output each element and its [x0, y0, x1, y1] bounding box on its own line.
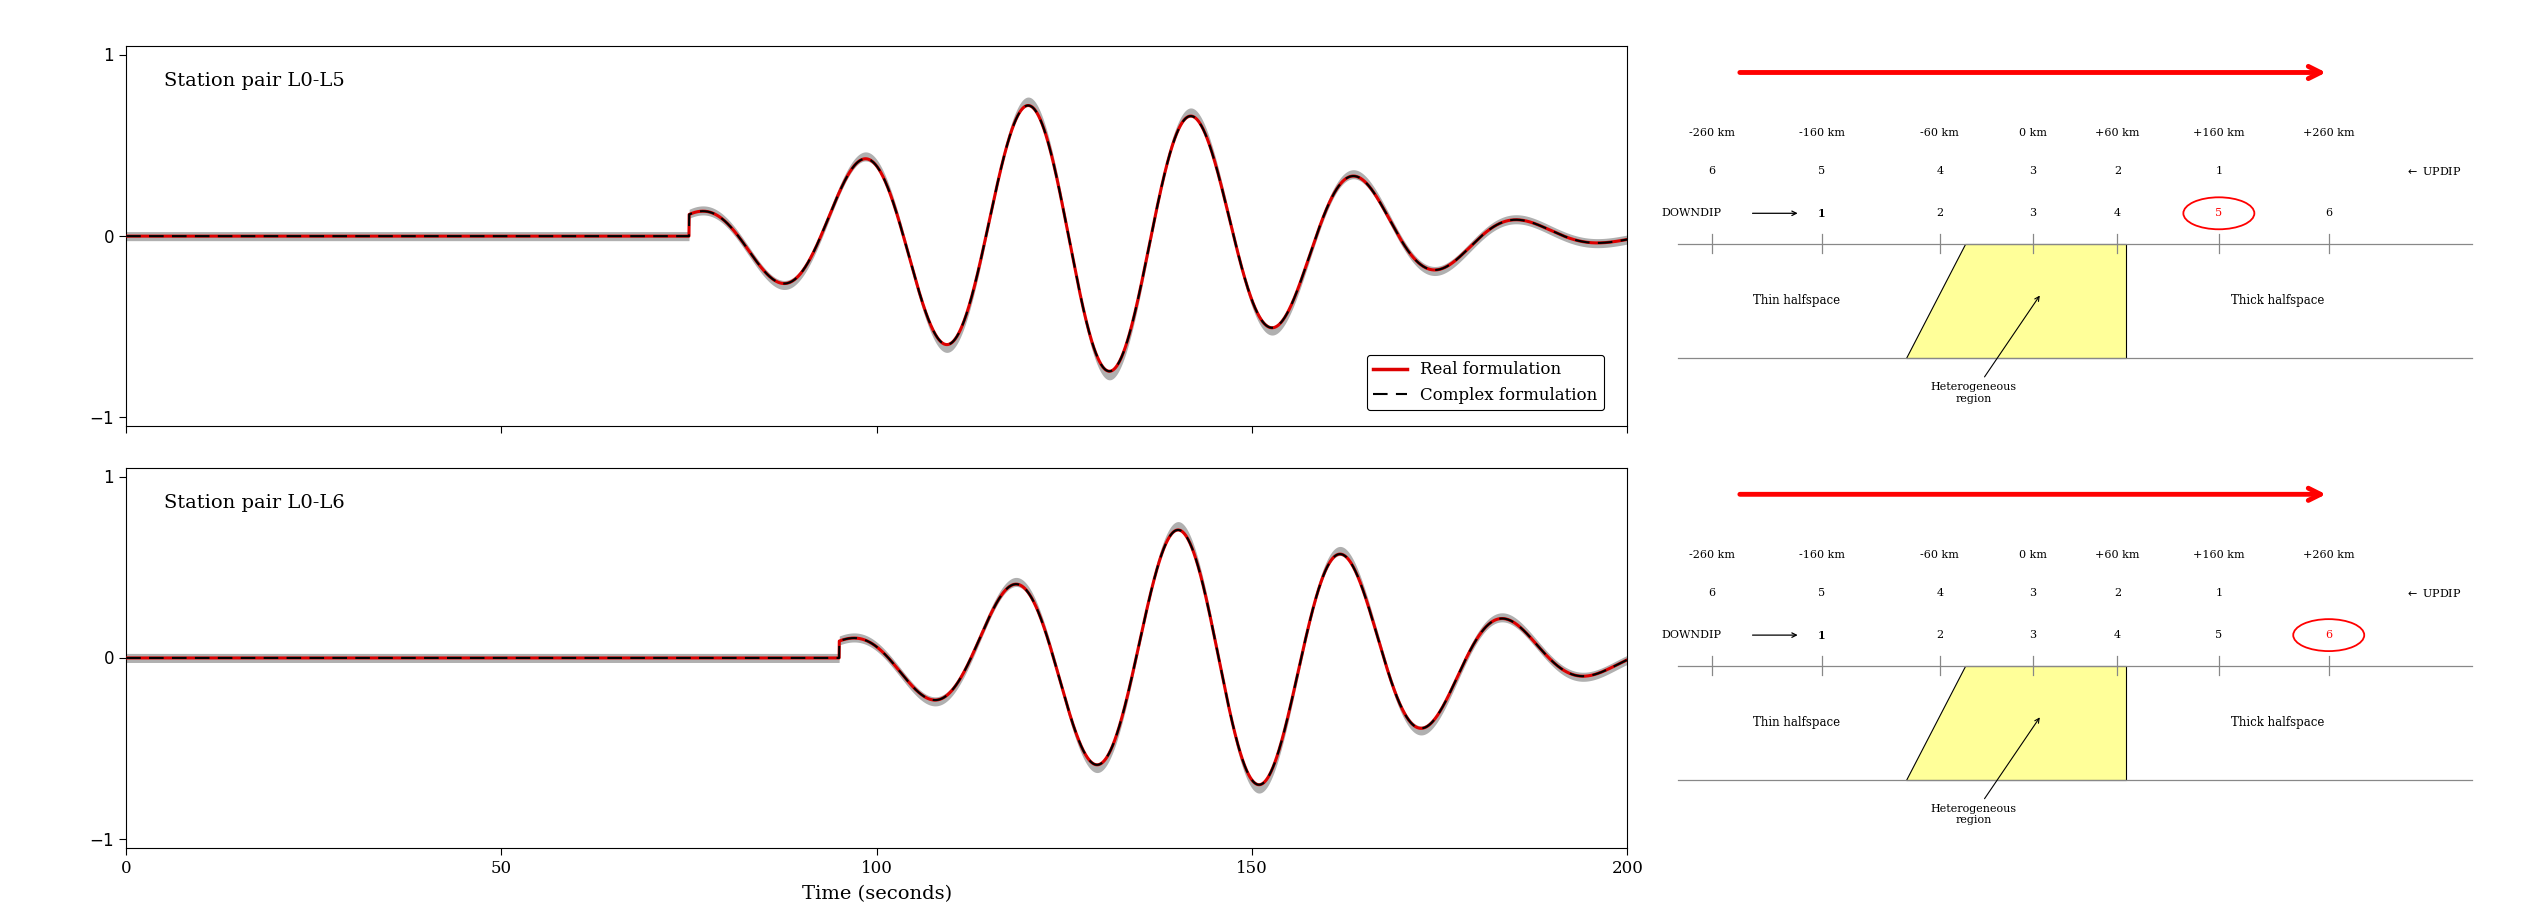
Text: +60 km: +60 km — [2094, 550, 2140, 560]
Text: 2: 2 — [2114, 166, 2122, 176]
Text: -160 km: -160 km — [1799, 550, 1844, 560]
Text: 1: 1 — [1817, 630, 1827, 641]
Text: -260 km: -260 km — [1688, 128, 1736, 138]
Text: 4: 4 — [1935, 588, 1943, 598]
Text: 2: 2 — [1935, 630, 1943, 640]
Text: DOWNDIP: DOWNDIP — [1660, 208, 1721, 218]
Text: 5: 5 — [1819, 166, 1824, 176]
Text: 1: 1 — [2215, 588, 2223, 598]
Text: $\leftarrow$ UPDIP: $\leftarrow$ UPDIP — [2404, 165, 2462, 177]
Text: 6: 6 — [1708, 166, 1716, 176]
Text: 3: 3 — [2028, 588, 2036, 598]
Text: -60 km: -60 km — [1920, 550, 1960, 560]
Text: +160 km: +160 km — [2192, 128, 2245, 138]
Text: 3: 3 — [2028, 208, 2036, 218]
Text: +60 km: +60 km — [2094, 128, 2140, 138]
Text: 6: 6 — [2326, 208, 2331, 218]
Polygon shape — [1907, 244, 2127, 358]
Text: +260 km: +260 km — [2303, 128, 2354, 138]
Text: -260 km: -260 km — [1688, 550, 1736, 560]
Text: Station pair L0-L6: Station pair L0-L6 — [164, 494, 346, 513]
Text: 3: 3 — [2028, 630, 2036, 640]
Text: 6: 6 — [2326, 630, 2331, 640]
Legend: Real formulation, Complex formulation: Real formulation, Complex formulation — [1367, 355, 1605, 411]
Text: 5: 5 — [1819, 588, 1824, 598]
Text: Thin halfspace: Thin halfspace — [1753, 716, 1839, 729]
Text: Heterogeneous
region: Heterogeneous region — [1930, 718, 2039, 825]
Text: Thick halfspace: Thick halfspace — [2230, 716, 2324, 729]
Text: 0 km: 0 km — [2018, 128, 2046, 138]
Text: +260 km: +260 km — [2303, 550, 2354, 560]
Text: 1: 1 — [2215, 166, 2223, 176]
X-axis label: Time (seconds): Time (seconds) — [802, 886, 951, 903]
Text: 0 km: 0 km — [2018, 550, 2046, 560]
Text: 5: 5 — [2215, 630, 2223, 640]
Text: Station pair L0-L5: Station pair L0-L5 — [164, 72, 346, 91]
Text: 4: 4 — [2114, 208, 2122, 218]
Polygon shape — [1907, 666, 2127, 779]
Text: Heterogeneous
region: Heterogeneous region — [1930, 296, 2039, 403]
Text: 4: 4 — [2114, 630, 2122, 640]
Text: 1: 1 — [1817, 208, 1827, 219]
Text: 2: 2 — [1935, 208, 1943, 218]
Text: $\leftarrow$ UPDIP: $\leftarrow$ UPDIP — [2404, 587, 2462, 599]
Text: 2: 2 — [2114, 588, 2122, 598]
Text: DOWNDIP: DOWNDIP — [1660, 630, 1721, 640]
Text: 5: 5 — [2215, 208, 2223, 218]
Text: Thick halfspace: Thick halfspace — [2230, 294, 2324, 307]
Text: +160 km: +160 km — [2192, 550, 2245, 560]
Text: Thin halfspace: Thin halfspace — [1753, 294, 1839, 307]
Text: 3: 3 — [2028, 166, 2036, 176]
Text: -60 km: -60 km — [1920, 128, 1960, 138]
Text: 4: 4 — [1935, 166, 1943, 176]
Text: 6: 6 — [1708, 588, 1716, 598]
Text: -160 km: -160 km — [1799, 128, 1844, 138]
